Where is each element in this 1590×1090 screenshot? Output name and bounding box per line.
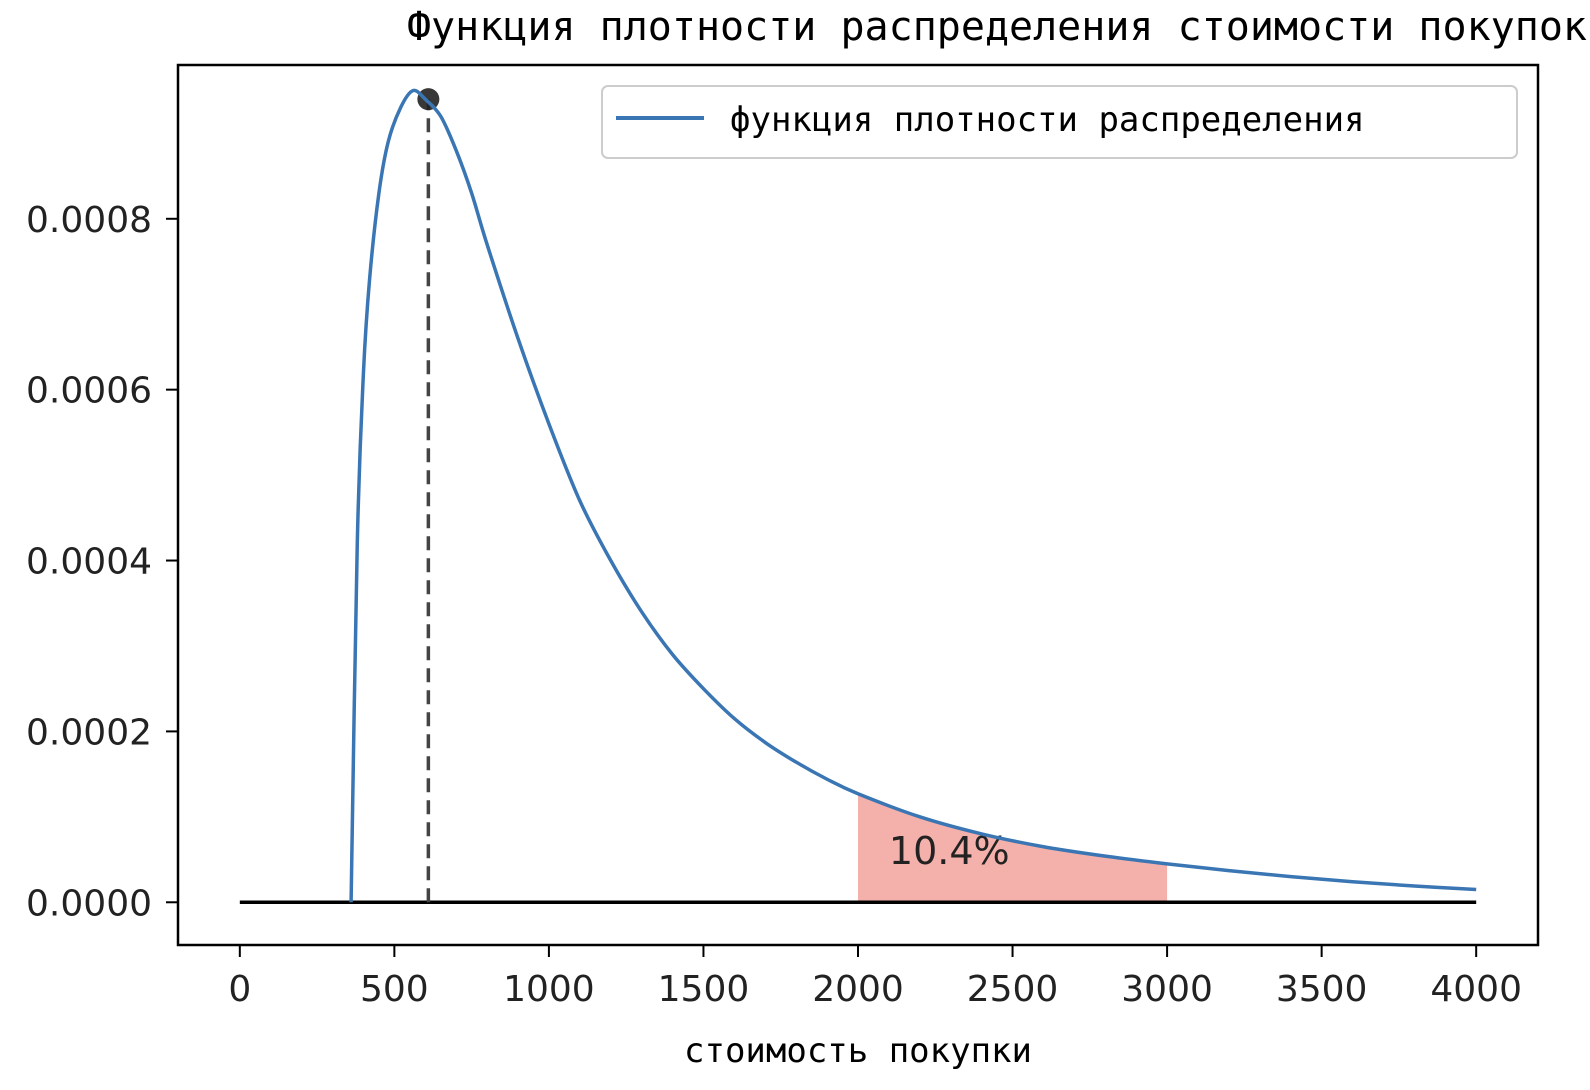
series-line-density — [349, 88, 1477, 903]
series-layer — [349, 88, 1477, 903]
legend-box — [601, 85, 1518, 159]
x-tick-label: 4000 — [1430, 969, 1522, 1010]
x-tick-label: 2000 — [812, 969, 904, 1010]
legend-label: функция плотности распределения — [730, 100, 1365, 140]
x-tick-label: 1000 — [503, 969, 595, 1010]
y-tick-label: 0.0002 — [26, 712, 152, 753]
x-tick-label: 3000 — [1121, 969, 1213, 1010]
shaded-area — [858, 793, 1168, 903]
mode-marker — [417, 88, 440, 111]
x-tick-label: 500 — [360, 969, 429, 1010]
y-tick-label: 0.0000 — [26, 883, 152, 924]
y-tick-label: 0.0008 — [26, 200, 152, 241]
x-axis-label: стоимость покупки — [684, 1031, 1032, 1071]
x-tick-label: 0 — [228, 969, 251, 1010]
y-axis-ticks: 0.0000 0.0002 0.0004 0.0006 0.0008 — [26, 200, 178, 924]
mode-layer — [417, 88, 440, 903]
x-tick-label: 2500 — [967, 969, 1059, 1010]
y-tick-label: 0.0004 — [26, 542, 152, 583]
x-axis-ticks: 0 500 1000 1500 2000 2500 3000 3500 4000 — [228, 945, 1522, 1010]
legend: функция плотности распределения — [601, 85, 1518, 159]
chart-title: Функция плотности распределения стоимост… — [407, 4, 1587, 50]
x-tick-label: 1500 — [658, 969, 750, 1010]
x-tick-label: 3500 — [1276, 969, 1368, 1010]
y-tick-label: 0.0006 — [26, 371, 152, 412]
